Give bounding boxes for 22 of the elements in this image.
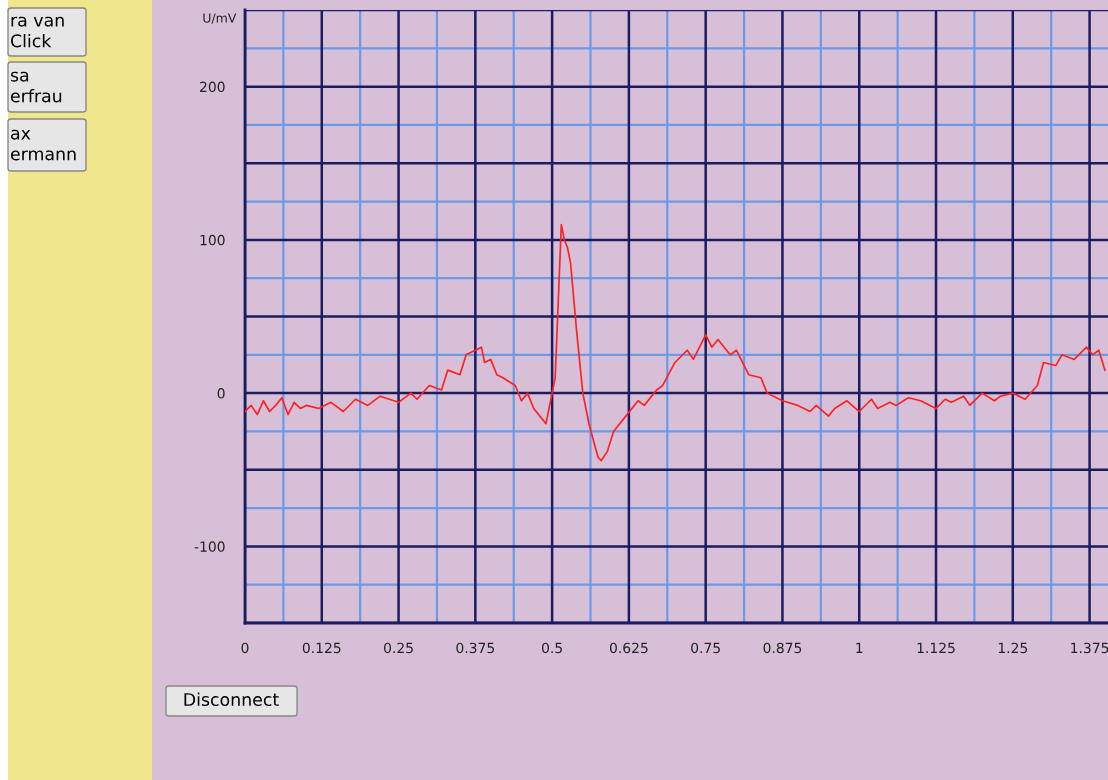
y-tick-label: 200 bbox=[200, 81, 225, 93]
text: ax ermann bbox=[10, 129, 76, 161]
x-tick-label: 1.375 bbox=[1071, 642, 1108, 654]
x-tick-label: 1.25 bbox=[998, 642, 1028, 654]
x-tick-label: 0.625 bbox=[609, 642, 648, 654]
y-tick-label: 100 bbox=[200, 234, 225, 246]
y-axis-title: U/mV bbox=[203, 13, 237, 24]
x-tick-label: 0.875 bbox=[763, 642, 802, 654]
text: ra van Click bbox=[10, 16, 64, 48]
y-tick-label: 0 bbox=[217, 388, 225, 399]
text: Disconnect bbox=[184, 692, 279, 707]
x-tick-label: 0.25 bbox=[384, 642, 413, 654]
x-tick-label: 0.125 bbox=[302, 642, 341, 654]
text: sa erfrau bbox=[10, 71, 62, 103]
y-tick-label: -100 bbox=[194, 541, 225, 552]
x-tick-label: 0 bbox=[241, 642, 249, 654]
x-tick-label: 0.375 bbox=[456, 642, 495, 654]
x-tick-label: 0.75 bbox=[691, 642, 720, 654]
x-tick-label: 1.125 bbox=[917, 642, 955, 654]
x-tick-label: 1 bbox=[856, 642, 863, 653]
x-tick-label: 0.5 bbox=[541, 642, 562, 654]
line-series bbox=[245, 223, 1106, 462]
